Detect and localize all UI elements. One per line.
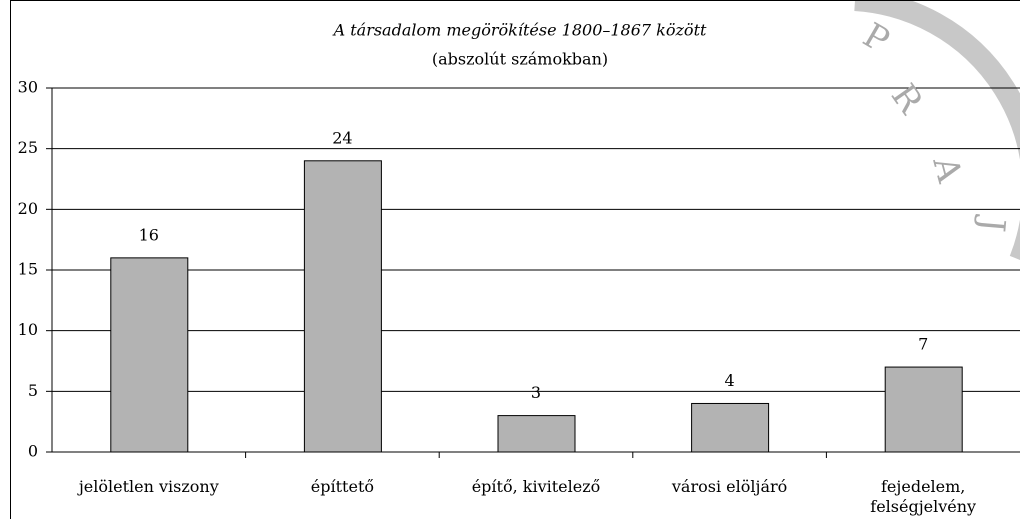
y-tick-label: 15 (18, 260, 38, 279)
y-tick-label: 20 (18, 199, 38, 218)
x-tick-label: jelöletlen viszony (78, 477, 219, 496)
x-tick-label: építő, kivitelező (471, 477, 601, 496)
y-tick-label: 5 (28, 381, 38, 400)
bar (303, 160, 382, 453)
y-tick-label: 25 (18, 138, 38, 157)
chart-subtitle: (abszolút számokban) (432, 50, 608, 69)
watermark-letter: P (856, 15, 896, 61)
data-label: 16 (139, 225, 159, 244)
chart-border (10, 0, 1020, 519)
watermark-letter: J (971, 214, 1012, 234)
watermark-letter: R (883, 77, 931, 122)
y-tick-label: 30 (18, 78, 38, 97)
y-tick-label: 0 (28, 442, 38, 461)
data-label: 3 (531, 383, 541, 402)
chart-title: A társadalom megörökítése 1800–1867 közö… (332, 21, 707, 40)
watermark-letter: A (924, 151, 969, 186)
bar (497, 415, 576, 453)
x-tick-label: építtető (310, 477, 374, 496)
y-tick-label: 10 (18, 320, 38, 339)
data-label: 24 (332, 128, 352, 147)
x-tick-label: fejedelem, felségjelvény (870, 477, 977, 516)
bar (691, 402, 770, 453)
bar (884, 366, 963, 453)
data-label: 4 (725, 371, 735, 390)
data-label: 7 (918, 335, 928, 354)
bar (110, 257, 189, 453)
x-tick-label: városi elöljáró (671, 477, 788, 496)
